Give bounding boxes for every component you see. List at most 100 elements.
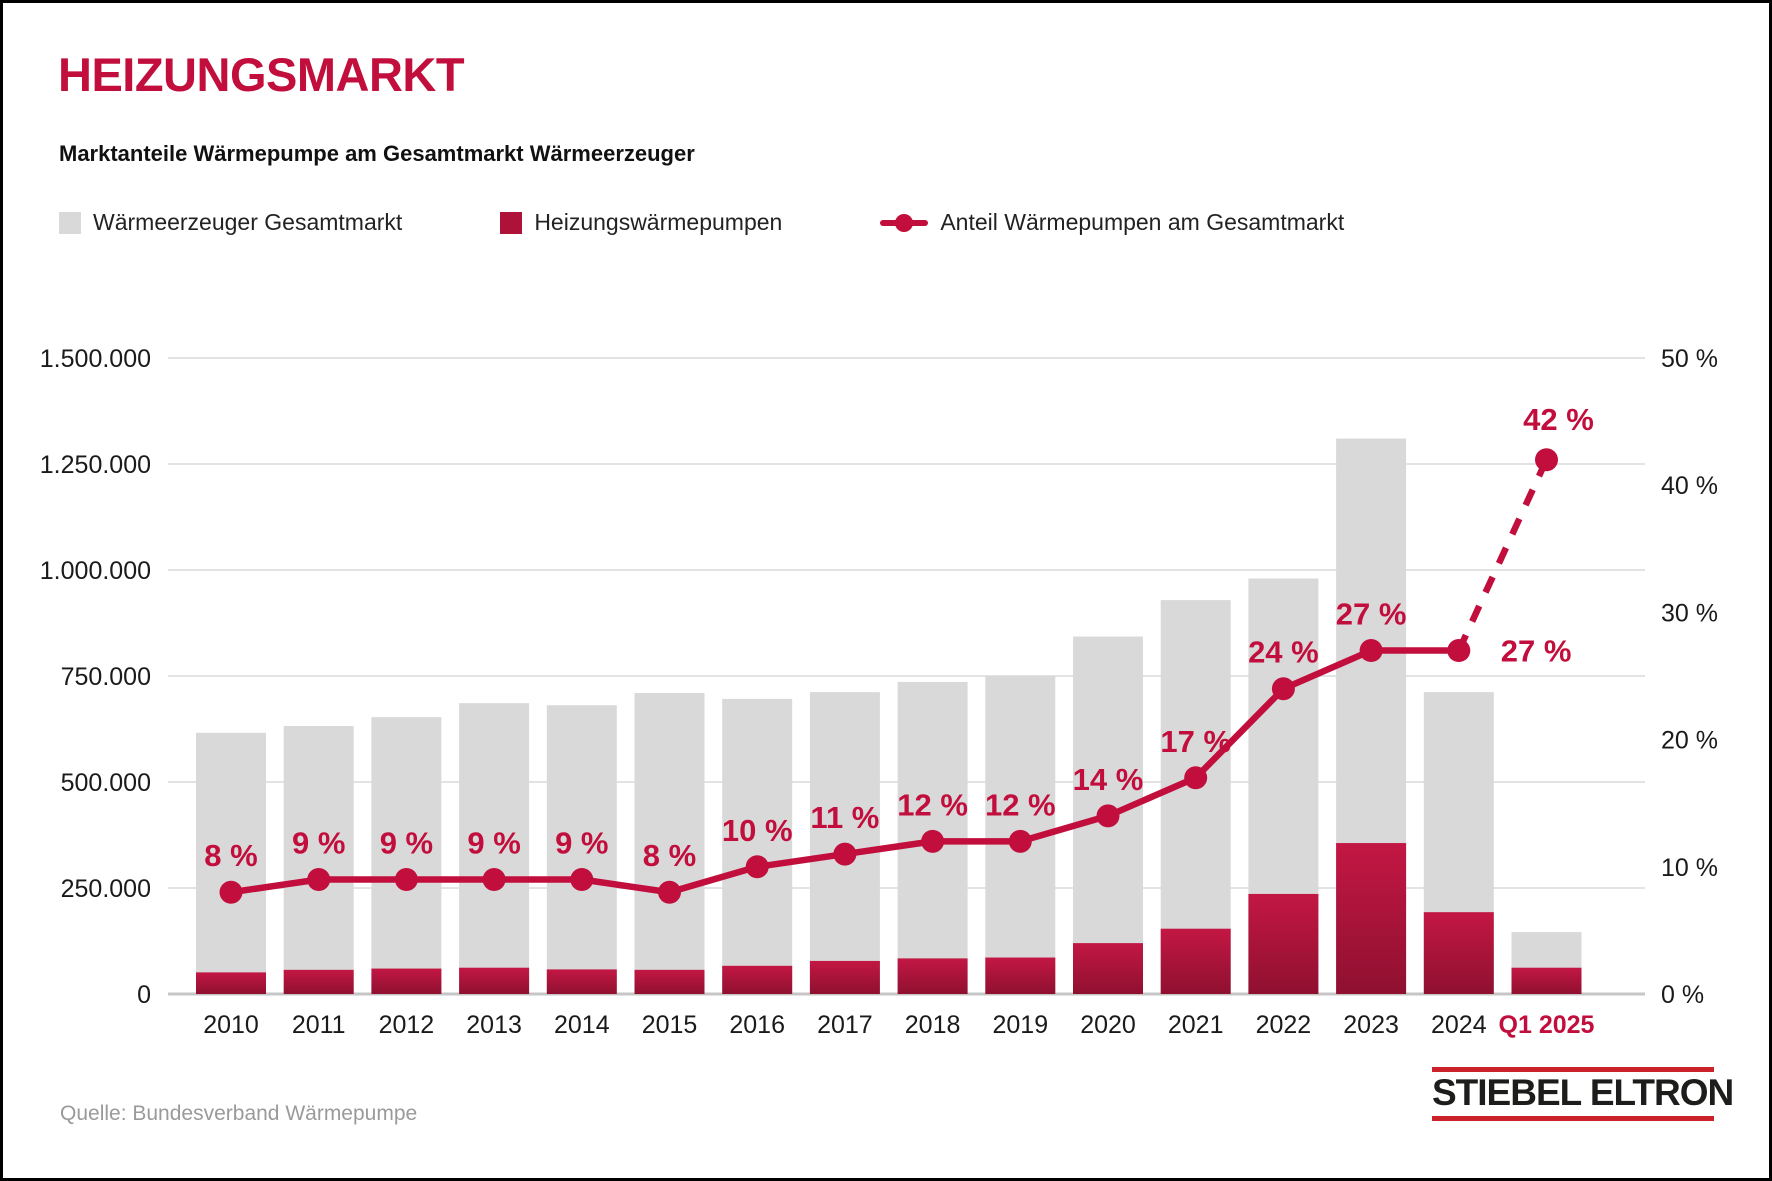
bar-heatpump-2024 bbox=[1423, 912, 1494, 994]
right-axis-tick: 40 % bbox=[1661, 472, 1718, 500]
legend-label-heatpumps: Heizungswärmepumpen bbox=[534, 209, 783, 235]
left-axis-tick: 1.000.000 bbox=[40, 557, 151, 585]
bar-total-2010 bbox=[196, 732, 266, 994]
bar-total-2011 bbox=[283, 726, 354, 994]
bar-heatpump-2015 bbox=[634, 969, 705, 994]
share-label-2016: 10 % bbox=[722, 813, 793, 848]
x-axis-label-2019: 2019 bbox=[992, 1011, 1048, 1039]
bar-heatpump-2010 bbox=[196, 972, 266, 994]
x-axis-label-2017: 2017 bbox=[817, 1011, 873, 1039]
share-point-Q1 2025 bbox=[1535, 448, 1558, 472]
bar-heatpump-2023 bbox=[1336, 843, 1407, 994]
left-axis-tick: 250.000 bbox=[61, 875, 151, 903]
share-point-2014 bbox=[570, 868, 594, 892]
bar-heatpump-2011 bbox=[283, 969, 354, 994]
legend-item-share: Anteil Wärmepumpen am Gesamtmarkt bbox=[880, 209, 1344, 236]
left-axis-tick: 500.000 bbox=[61, 769, 151, 797]
x-axis-label-2023: 2023 bbox=[1343, 1011, 1399, 1039]
bar-total-2016 bbox=[722, 698, 793, 994]
stiebel-eltron-logo: STIEBEL ELTRON bbox=[1432, 1067, 1734, 1121]
legend-label-total: Wärmeerzeuger Gesamtmarkt bbox=[93, 209, 403, 235]
share-point-2016 bbox=[745, 855, 769, 879]
share-point-2024 bbox=[1447, 639, 1471, 663]
legend-dot bbox=[895, 213, 914, 232]
share-label-2015: 8 % bbox=[643, 838, 696, 873]
bar-heatpump-2019 bbox=[985, 957, 1056, 994]
share-label-2010: 8 % bbox=[204, 838, 257, 873]
share-label-2014: 9 % bbox=[555, 826, 608, 861]
right-axis-tick: 0 % bbox=[1661, 981, 1704, 1009]
bar-heatpump-Q1 2025 bbox=[1511, 967, 1582, 994]
bar-total-2014 bbox=[546, 705, 617, 994]
x-axis-label-2022: 2022 bbox=[1256, 1011, 1312, 1039]
bar-heatpump-2014 bbox=[546, 969, 617, 994]
bar-heatpump-2016 bbox=[722, 965, 793, 994]
combo-chart: 0 250.000 500.000 750.000 1.000.000 1.250.000… bbox=[40, 345, 1718, 1039]
x-axis-label-2015: 2015 bbox=[642, 1011, 698, 1039]
share-label-2011: 9 % bbox=[292, 826, 345, 861]
left-axis-tick: 0 bbox=[137, 981, 151, 1009]
x-axis-label-2024: 2024 bbox=[1431, 1011, 1487, 1039]
share-point-2019 bbox=[1008, 829, 1032, 853]
share-line-forecast-dashed bbox=[1455, 458, 1550, 652]
right-axis-tick: 30 % bbox=[1661, 599, 1718, 627]
chart-subtitle: Marktanteile Wärmepumpe am Gesamtmarkt W… bbox=[59, 141, 695, 166]
share-label-2017: 11 % bbox=[810, 800, 879, 835]
legend-swatch-heatpumps bbox=[500, 211, 523, 234]
legend-line-dot-icon bbox=[880, 212, 929, 234]
logo-rule-bottom bbox=[1432, 1116, 1714, 1121]
left-axis-tick: 1.250.000 bbox=[40, 451, 151, 479]
bar-heatpump-2012 bbox=[371, 968, 442, 994]
bar-heatpump-2018 bbox=[897, 958, 968, 994]
share-point-2022 bbox=[1271, 677, 1295, 701]
page-title: HEIZUNGSMARKT bbox=[58, 48, 465, 101]
bar-heatpump-2020 bbox=[1073, 943, 1143, 994]
x-axis-label-2011: 2011 bbox=[292, 1011, 346, 1039]
share-point-2011 bbox=[307, 868, 331, 892]
right-axis-tick: 20 % bbox=[1661, 727, 1718, 755]
share-point-2013 bbox=[482, 868, 506, 892]
logo-text: STIEBEL ELTRON bbox=[1432, 1072, 1734, 1114]
logo-rule-top bbox=[1432, 1067, 1714, 1073]
x-axis-label-2018: 2018 bbox=[905, 1011, 961, 1039]
legend-item-total: Wärmeerzeuger Gesamtmarkt bbox=[59, 209, 402, 236]
legend-label-share: Anteil Wärmepumpen am Gesamtmarkt bbox=[940, 209, 1345, 235]
legend-swatch-total bbox=[59, 211, 81, 234]
legend-item-heatpumps: Heizungswärmepumpen bbox=[500, 209, 782, 236]
right-axis-tick: 50 % bbox=[1661, 345, 1718, 373]
share-label-2022: 24 % bbox=[1248, 635, 1319, 670]
x-axis-label-2012: 2012 bbox=[379, 1011, 435, 1039]
x-axis-label-2020: 2020 bbox=[1080, 1011, 1136, 1039]
bar-total-2012 bbox=[371, 717, 442, 994]
bar-total-2013 bbox=[459, 703, 530, 994]
share-label-Q1 2025: 42 % bbox=[1523, 402, 1594, 437]
share-label-2023: 27 % bbox=[1336, 597, 1407, 632]
chart-legend: Wärmeerzeuger Gesamtmarkt Heizungswärmep… bbox=[59, 209, 1344, 236]
bar-heatpump-2013 bbox=[459, 967, 530, 994]
x-axis-label-Q1 2025: Q1 2025 bbox=[1499, 1011, 1595, 1039]
share-label-2013: 9 % bbox=[467, 826, 520, 861]
x-axis-label-2016: 2016 bbox=[729, 1011, 785, 1039]
share-label-2021: 17 % bbox=[1160, 724, 1231, 759]
share-point-2023 bbox=[1359, 639, 1383, 663]
share-point-2015 bbox=[658, 880, 681, 904]
x-axis-label-2010: 2010 bbox=[203, 1011, 259, 1039]
x-axis-label-2013: 2013 bbox=[466, 1011, 522, 1039]
bar-heatpump-2022 bbox=[1248, 893, 1319, 994]
share-point-2017 bbox=[833, 842, 857, 866]
share-point-2012 bbox=[394, 868, 418, 892]
bar-total-2015 bbox=[634, 692, 705, 994]
left-axis-tick: 750.000 bbox=[61, 663, 151, 691]
bar-heatpump-2021 bbox=[1160, 928, 1231, 994]
x-axis-label-2021: 2021 bbox=[1168, 1011, 1224, 1039]
right-axis-tick: 10 % bbox=[1661, 854, 1718, 882]
share-label-2020: 14 % bbox=[1073, 762, 1144, 797]
x-axis-label-2014: 2014 bbox=[554, 1011, 610, 1039]
share-label-2018: 12 % bbox=[897, 787, 968, 822]
share-label-2012: 9 % bbox=[380, 826, 433, 861]
share-label-2019: 12 % bbox=[985, 787, 1056, 822]
source-note: Quelle: Bundesverband Wärmepumpe bbox=[60, 1102, 418, 1125]
share-point-2018 bbox=[921, 829, 945, 853]
share-point-2020 bbox=[1096, 804, 1120, 828]
